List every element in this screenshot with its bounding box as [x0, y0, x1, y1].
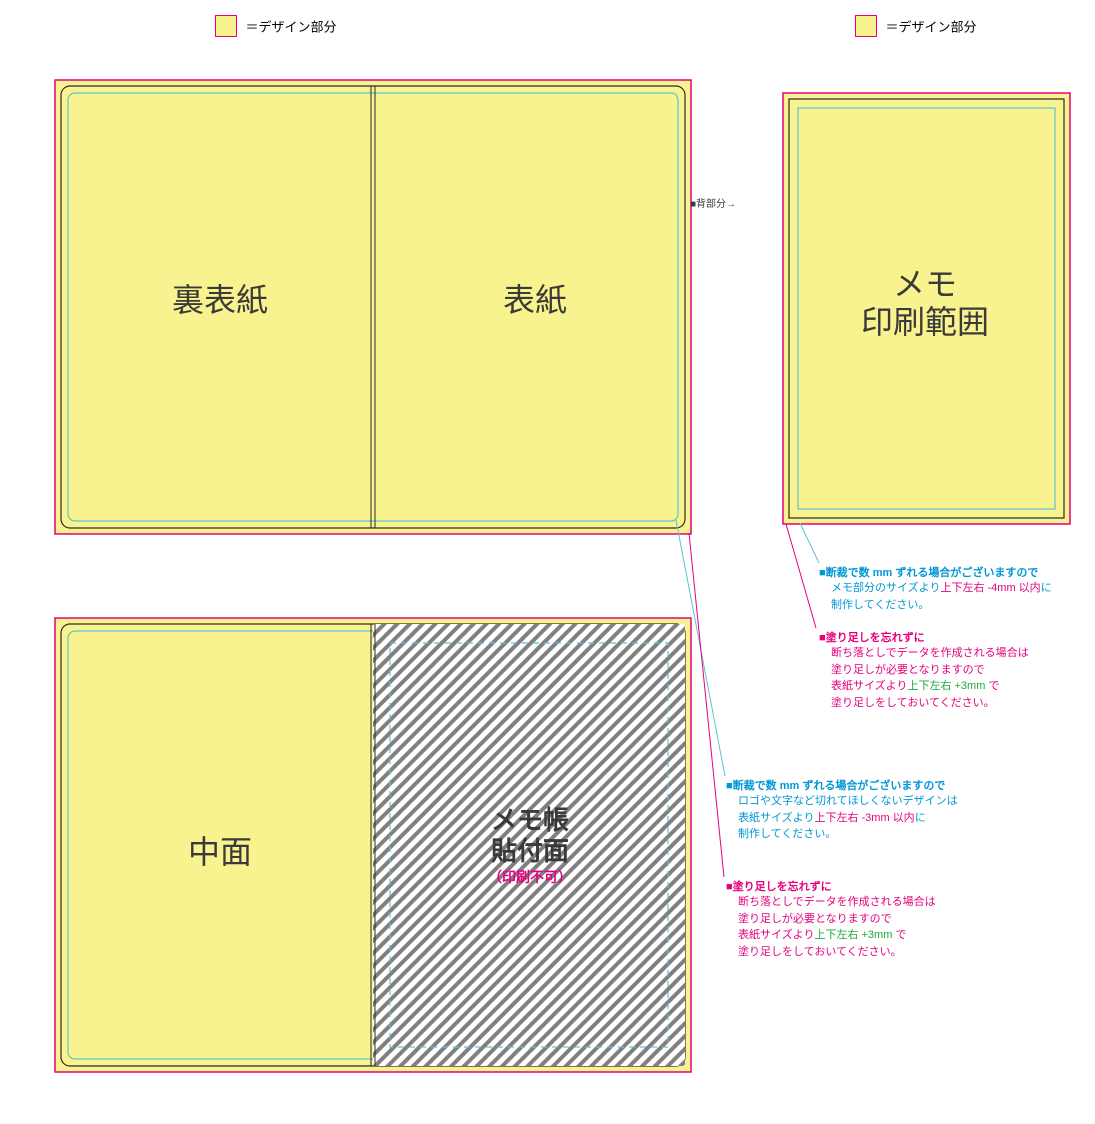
legend-left-text: ＝デザイン部分: [245, 20, 336, 35]
legend-right: ＝デザイン部分: [855, 15, 976, 37]
inner-right-sub: （印刷不可）: [405, 867, 655, 887]
cover-front-label: 表紙: [435, 275, 635, 321]
inner-right-label: メモ帳 貼付面 （印刷不可）: [405, 805, 655, 887]
note-cover-bleed: ■塗り足しを忘れずに断ち落としでデータを作成される場合は塗り足しが必要となります…: [726, 878, 1026, 960]
legend-right-swatch: [855, 15, 877, 37]
spine-arrow-label: ■背部分→: [690, 195, 736, 210]
note-cover-safe: ■断裁で数 mm ずれる場合がございますのでロゴや文字など切れてほしくないデザイ…: [726, 777, 1026, 843]
note-memo-safe: ■断裁で数 mm ずれる場合がございますのでメモ部分のサイズより上下左右 -4m…: [819, 564, 1069, 613]
memo-label-line2: 印刷範囲: [861, 304, 989, 340]
memo-label: メモ 印刷範囲: [805, 265, 1045, 342]
note-memo-bleed: ■塗り足しを忘れずに断ち落としでデータを作成される場合は塗り足しが必要となります…: [819, 629, 1069, 711]
inner-right-l1: メモ帳: [491, 805, 569, 835]
inner-right-l2: 貼付面: [491, 836, 569, 866]
cover-back-label: 裏表紙: [120, 275, 320, 321]
memo-label-line1: メモ: [893, 266, 957, 302]
legend-left-swatch: [215, 15, 237, 37]
inner-left-label: 中面: [120, 827, 320, 873]
legend-right-text: ＝デザイン部分: [885, 20, 976, 35]
legend-left: ＝デザイン部分: [215, 15, 336, 37]
